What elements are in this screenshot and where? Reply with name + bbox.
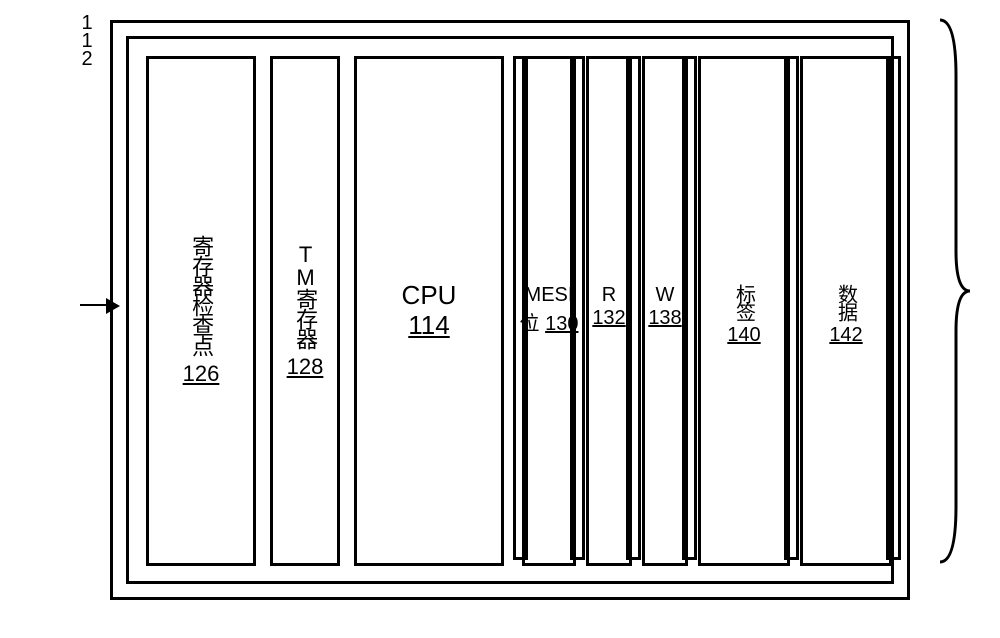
cache-line-table: MESI 位 130 R 132 W 138 标签 140 (522, 56, 886, 566)
tm-reg-label: TM寄存器 (293, 242, 317, 348)
cpu-cache-diagram: 112 寄存器检查点 126 TM寄存器 128 CPU 114 MESI 位 … (110, 20, 910, 600)
w-cell-right (682, 56, 697, 560)
right-brace (938, 16, 972, 566)
reg-checkpoint-label: 寄存器检查点 (189, 235, 213, 355)
col-data: 数据 142 (800, 56, 892, 566)
data-cell-right (886, 56, 901, 560)
w-text: W (656, 284, 675, 307)
col-tag-label: 标签 140 (701, 284, 787, 347)
reg-checkpoint-box: 寄存器检查点 126 (146, 56, 256, 566)
col-tag: 标签 140 (698, 56, 790, 566)
tag-cell-right (784, 56, 799, 560)
mesi-cell-right (570, 56, 585, 560)
tm-reg-box: TM寄存器 128 (270, 56, 340, 566)
tag-text: 标签 (730, 284, 759, 320)
mesi-text1: MESI (525, 284, 574, 307)
w-num: 138 (648, 307, 681, 330)
mesi-cell-left (513, 56, 528, 560)
cpu-box: CPU 114 (354, 56, 504, 566)
cpu-label: CPU (402, 281, 457, 310)
r-text: R (602, 284, 616, 307)
cpu-num: 114 (408, 310, 449, 341)
data-num: 142 (829, 324, 862, 347)
col-mesi-label: MESI 位 130 (525, 284, 573, 336)
col-w-label: W 138 (645, 284, 685, 330)
col-r-label: R 132 (589, 284, 629, 330)
tag-num: 140 (727, 324, 760, 347)
pointer-ref-num: 112 (75, 12, 98, 66)
data-text: 数据 (832, 284, 861, 320)
tm-reg-num: 128 (287, 354, 324, 380)
col-data-label: 数据 142 (803, 284, 889, 347)
col-mesi: MESI 位 130 (522, 56, 576, 566)
r-num: 132 (592, 307, 625, 330)
reg-checkpoint-num: 126 (183, 361, 220, 387)
r-cell-right (626, 56, 641, 560)
